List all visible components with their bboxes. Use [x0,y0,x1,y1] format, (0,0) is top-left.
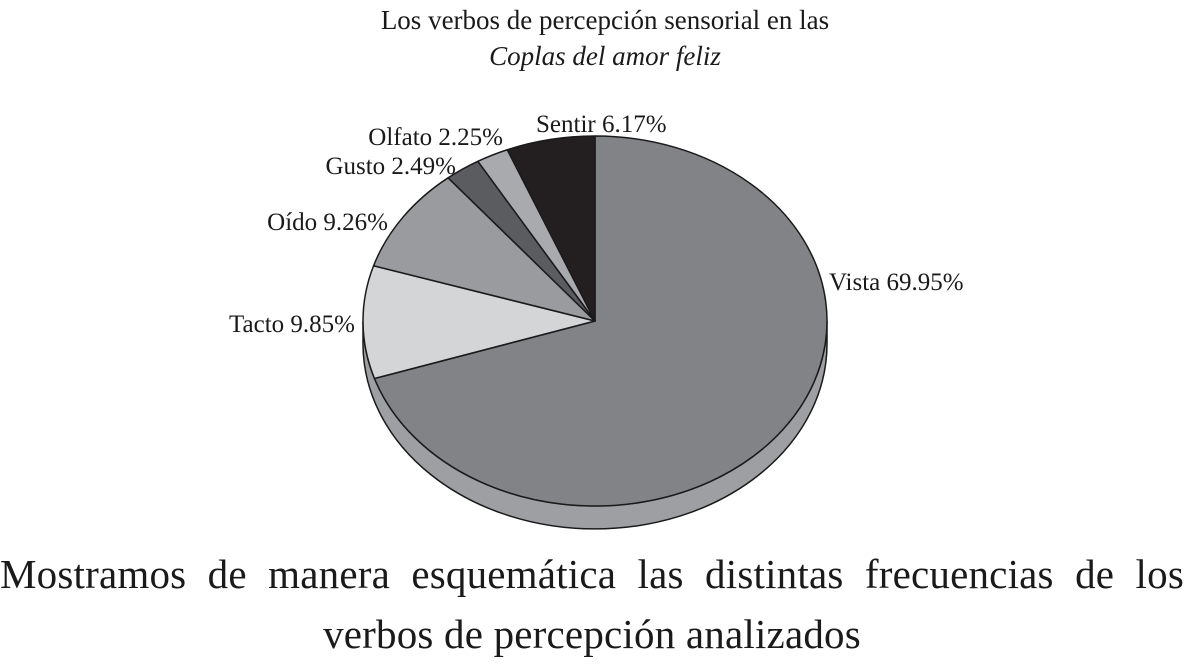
pie-slice-tacto [362,265,596,380]
pie-slice-oido [372,177,596,322]
pie-slices [362,135,828,507]
slice-label-olfato: Olfato 2.25% [368,124,503,151]
pie-chart: Vista 69.95% Tacto 9.85% Oído 9.26% Gusto 2… [229,111,964,530]
figure-caption: Mostramos de manera esquemática las dist… [0,551,1184,657]
slice-label-oido: Oído 9.26% [267,209,388,236]
pie-slice-sentir [506,135,596,322]
slice-label-tacto: Tacto 9.85% [229,311,355,338]
chart-title: Los verbos de percepción sensorial en la… [0,2,1184,74]
pie-labels: Vista 69.95% Tacto 9.85% Oído 9.26% Gusto 2… [229,111,964,338]
chart-title-line2: Coplas del amor feliz [489,41,721,71]
chart-title-line1: Los verbos de percepción sensorial en la… [380,5,830,35]
slice-label-sentir: Sentir 6.17% [536,111,667,138]
pie-slice-vista [373,135,828,507]
slice-label-gusto: Gusto 2.49% [325,153,456,180]
slice-label-vista: Vista 69.95% [829,269,964,296]
